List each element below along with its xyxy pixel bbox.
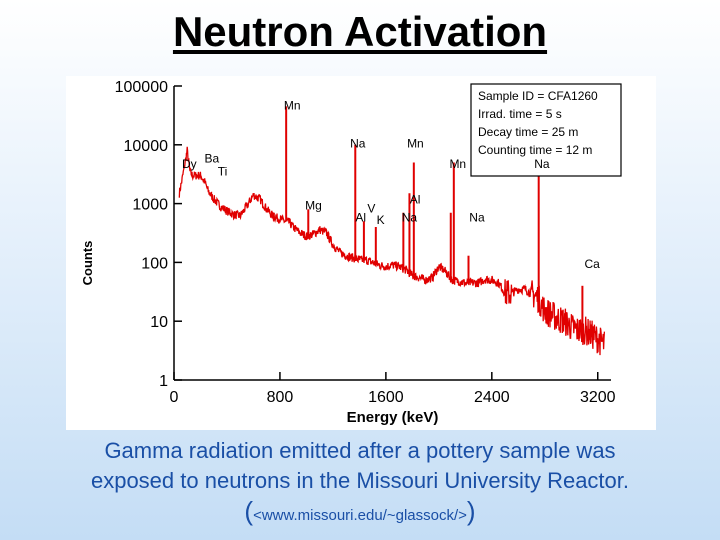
peak-label: Ba [204, 152, 219, 166]
x-axis-label: Energy (keV) [347, 409, 439, 426]
y-tick-label: 1000 [132, 197, 168, 214]
y-tick-label: 100 [141, 255, 168, 272]
caption-source-line: (<www.missouri.edu/~glassock/>) [40, 496, 680, 531]
x-tick-label: 2400 [474, 389, 510, 406]
peak-label: Na [402, 210, 418, 224]
caption-line-1: Gamma radiation emitted after a pottery … [104, 438, 616, 463]
caption-line-2: exposed to neutrons in the Missouri Univ… [90, 468, 630, 493]
spectrum-line [178, 146, 606, 356]
chart-panel: 1 10 100 1000 10000 100000 0 800 1600 2400 3200 Ene… [66, 76, 656, 430]
slide-title: Neutron Activation [172, 8, 548, 55]
peak-label: Al [355, 210, 366, 224]
y-tick-label: 10000 [124, 138, 169, 155]
x-tick-label: 800 [267, 389, 294, 406]
legend-box [470, 83, 622, 177]
peak-label: Dy [182, 157, 197, 171]
gamma-spectrum-chart: 1 10 100 1000 10000 100000 0 800 1600 2400 3200 Ene… [80, 79, 622, 426]
y-axis-label: Counts [80, 241, 95, 286]
peak-label: Na [469, 210, 485, 224]
peak-label: Mn [284, 98, 301, 112]
y-tick-label: 100000 [115, 79, 168, 96]
legend-line: Irrad. time = 5 s [478, 107, 562, 121]
peak-label: Ca [585, 257, 601, 271]
figure-caption: Gamma radiation emitted after a pottery … [40, 436, 680, 531]
peak-label: Mg [305, 198, 322, 212]
caption-close-paren: ) [466, 496, 476, 526]
peak-label: Al [410, 193, 421, 207]
peak-label: Mn [407, 136, 424, 150]
peak-label: K [377, 213, 385, 227]
peak-label: V [367, 202, 375, 216]
source-url: <www.missouri.edu/~glassock/> [253, 507, 467, 524]
y-tick-label: 1 [159, 373, 168, 390]
peak-label: Ti [218, 165, 228, 179]
peak-label: Na [534, 157, 550, 171]
legend-line: Decay time = 25 m [478, 125, 578, 139]
peak-label: Mn [449, 157, 466, 171]
peak-label: Na [350, 136, 366, 150]
x-tick-label: 3200 [580, 389, 616, 406]
legend-line: Sample ID = CFA1260 [478, 89, 598, 103]
y-tick-label: 10 [150, 314, 168, 331]
caption-open-paren: ( [244, 496, 254, 526]
x-tick-label: 1600 [368, 389, 404, 406]
legend-line: Counting time = 12 m [478, 143, 592, 157]
x-tick-label: 0 [170, 389, 179, 406]
